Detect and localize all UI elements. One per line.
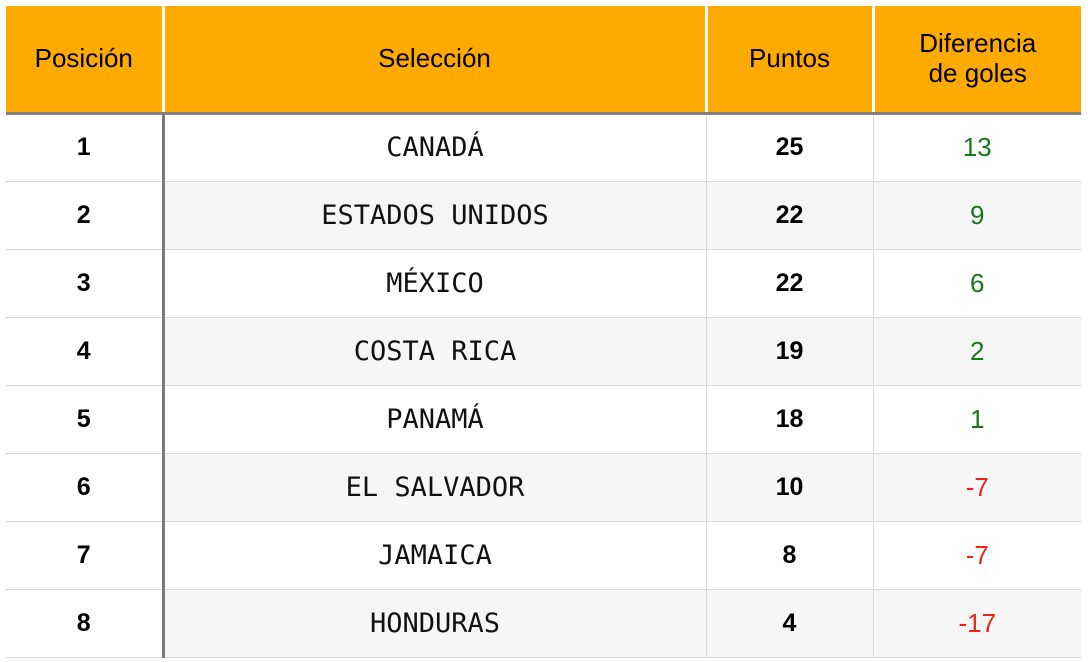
cell-puntos: 22 (706, 249, 874, 318)
cell-posicion: 5 (6, 385, 165, 454)
cell-posicion: 3 (6, 249, 165, 318)
table-row[interactable]: 6 EL SALVADOR 10 -7 (6, 453, 1081, 522)
column-header-seleccion[interactable]: Selección (163, 6, 708, 115)
cell-diferencia-de-goles: 13 (873, 113, 1081, 182)
cell-seleccion: EL SALVADOR (163, 453, 707, 522)
table-row[interactable]: 3 MÉXICO 22 6 (6, 249, 1081, 318)
cell-diferencia-de-goles: 6 (873, 249, 1081, 318)
standings-table: Posición Selección Puntos Diferencia de … (6, 6, 1081, 658)
cell-seleccion: PANAMÁ (163, 385, 707, 454)
cell-seleccion: HONDURAS (163, 589, 707, 658)
cell-posicion: 8 (6, 589, 165, 658)
column-header-diferencia-de-goles[interactable]: Diferencia de goles (873, 6, 1081, 115)
table-body: 1 CANADÁ 25 13 2 ESTADOS UNIDOS 22 9 3 MÉXICO 22 6 4… (6, 113, 1081, 658)
cell-puntos: 4 (706, 589, 874, 658)
cell-seleccion: MÉXICO (163, 249, 707, 318)
table-row[interactable]: 1 CANADÁ 25 13 (6, 113, 1081, 182)
table-row[interactable]: 7 JAMAICA 8 -7 (6, 521, 1081, 590)
cell-diferencia-de-goles: 1 (873, 385, 1081, 454)
cell-posicion: 1 (6, 113, 165, 182)
cell-diferencia-de-goles: -17 (873, 589, 1081, 658)
table-row[interactable]: 2 ESTADOS UNIDOS 22 9 (6, 181, 1081, 250)
column-header-diferencia-line1: Diferencia (919, 28, 1037, 59)
table-header-row: Posición Selección Puntos Diferencia de … (6, 6, 1081, 115)
cell-diferencia-de-goles: -7 (873, 521, 1081, 590)
column-header-diferencia-line2: de goles (928, 57, 1027, 88)
cell-posicion: 6 (6, 453, 165, 522)
cell-posicion: 4 (6, 317, 165, 386)
column-header-posicion[interactable]: Posición (6, 6, 165, 115)
cell-seleccion: ESTADOS UNIDOS (163, 181, 707, 250)
cell-puntos: 19 (706, 317, 874, 386)
column-header-puntos[interactable]: Puntos (706, 6, 875, 115)
table-row[interactable]: 8 HONDURAS 4 -17 (6, 589, 1081, 658)
cell-posicion: 7 (6, 521, 165, 590)
cell-seleccion: COSTA RICA (163, 317, 707, 386)
cell-puntos: 8 (706, 521, 874, 590)
cell-seleccion: CANADÁ (163, 113, 707, 182)
cell-seleccion: JAMAICA (163, 521, 707, 590)
cell-diferencia-de-goles: 2 (873, 317, 1081, 386)
cell-diferencia-de-goles: 9 (873, 181, 1081, 250)
cell-puntos: 22 (706, 181, 874, 250)
table-row[interactable]: 4 COSTA RICA 19 2 (6, 317, 1081, 386)
cell-puntos: 25 (706, 113, 874, 182)
table-header: Posición Selección Puntos Diferencia de … (6, 6, 1081, 115)
cell-puntos: 18 (706, 385, 874, 454)
cell-diferencia-de-goles: -7 (873, 453, 1081, 522)
cell-puntos: 10 (706, 453, 874, 522)
table-row[interactable]: 5 PANAMÁ 18 1 (6, 385, 1081, 454)
cell-posicion: 2 (6, 181, 165, 250)
